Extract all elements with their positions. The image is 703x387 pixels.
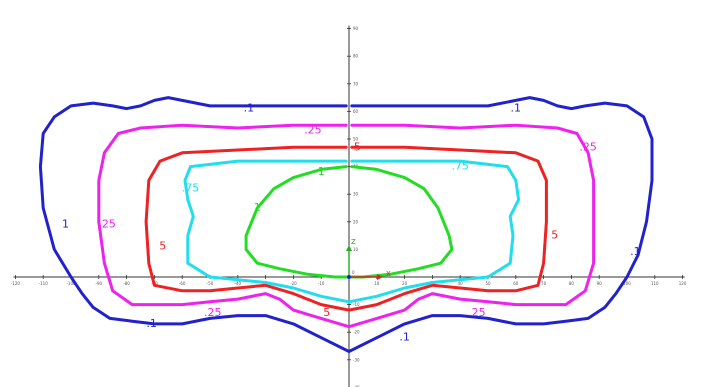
- contour-0.5-label: 5: [354, 140, 361, 153]
- triad-x-arrowhead: [377, 274, 383, 280]
- x-tick-label: 70: [541, 281, 547, 286]
- y-tick-label: -20: [353, 330, 360, 335]
- y-tick-label: 60: [353, 109, 359, 114]
- contour-0.1-label: .1: [630, 245, 641, 258]
- x-tick-label: -50: [207, 281, 214, 286]
- contour-0.75-line: [183, 159, 521, 304]
- contour-0.25-label: .25: [204, 306, 222, 319]
- contour-0.1-line: [38, 96, 654, 353]
- origin-label: 0: [352, 270, 355, 275]
- x-tick-label: 10: [374, 281, 380, 286]
- x-tick-label: -60: [179, 281, 186, 286]
- x-tick-label: 110: [651, 281, 659, 286]
- y-tick-label: 10: [353, 247, 359, 252]
- contour-0.5-label: 5: [159, 240, 166, 253]
- contour-0.5-label: 5: [323, 306, 330, 319]
- contour-0.1-label: .1: [399, 331, 410, 344]
- x-tick-label: 100: [623, 281, 631, 286]
- axes: -120 -110 -100 -90 -80 -70 -60 -50 -40 -30 -20 -10 1…: [11, 25, 687, 387]
- x-tick-label: 60: [513, 281, 519, 286]
- y-tick-label: 90: [353, 26, 359, 31]
- y-tick-label: 80: [353, 54, 359, 59]
- y-tick-label: -10: [353, 302, 360, 307]
- contour-0.75-label: .75: [182, 182, 200, 195]
- contour-0.1-label: .1: [146, 317, 157, 330]
- axis-triad: XZ: [346, 238, 391, 280]
- x-tick-label: -100: [66, 281, 76, 286]
- x-tick-label: 90: [597, 281, 603, 286]
- contour-lines: [38, 96, 654, 353]
- contour-0.1-label: .1: [511, 102, 522, 115]
- contour-0.1-label: 1: [62, 218, 69, 231]
- contour-labels: .1 .1 1 .1 .1 .1 .25 .25 .25 .25 .25 5 5 5 5 .75 .75 1 1: [62, 102, 641, 344]
- triad-origin: [347, 275, 351, 279]
- contour-0.5-line: [144, 145, 548, 312]
- x-tick-label: -40: [235, 281, 242, 286]
- x-tick-label: 40: [458, 281, 464, 286]
- x-tick-label: -20: [290, 281, 297, 286]
- x-tick-label: 50: [485, 281, 491, 286]
- y-tick-label: 50: [353, 137, 359, 142]
- x-tick-label: -10: [318, 281, 325, 286]
- contour-0.25-line: [97, 123, 596, 329]
- y-tick-label: -40: [353, 385, 360, 387]
- y-tick-label: 20: [353, 219, 359, 224]
- y-tick-label: 30: [353, 192, 359, 197]
- contour-0.25-label: .25: [579, 140, 597, 153]
- y-tick-label: -30: [353, 357, 360, 362]
- triad-x-label: X: [386, 270, 391, 278]
- contour-1-label: 1: [318, 165, 325, 178]
- contour-1-label: 1: [254, 201, 261, 214]
- x-tick-label: 20: [402, 281, 408, 286]
- x-tick-label: -90: [96, 281, 103, 286]
- x-tick-label: 120: [679, 281, 687, 286]
- triad-z-arrowhead: [346, 245, 352, 251]
- contour-0.25-label: .25: [98, 218, 116, 231]
- x-tick-label: -80: [123, 281, 130, 286]
- contour-0.25-label: .25: [468, 306, 486, 319]
- x-tick-label: -110: [39, 281, 49, 286]
- y-tick-label: 70: [353, 81, 359, 86]
- contour-0.1-label: .1: [244, 102, 255, 115]
- x-tick-label: 80: [569, 281, 575, 286]
- contour-0.5-label: 5: [551, 229, 558, 242]
- contour-0.25-label: .25: [304, 124, 322, 137]
- x-tick-label: -120: [11, 281, 21, 286]
- contour-0.75-label: .75: [451, 160, 469, 173]
- triad-z-label: Z: [351, 238, 356, 246]
